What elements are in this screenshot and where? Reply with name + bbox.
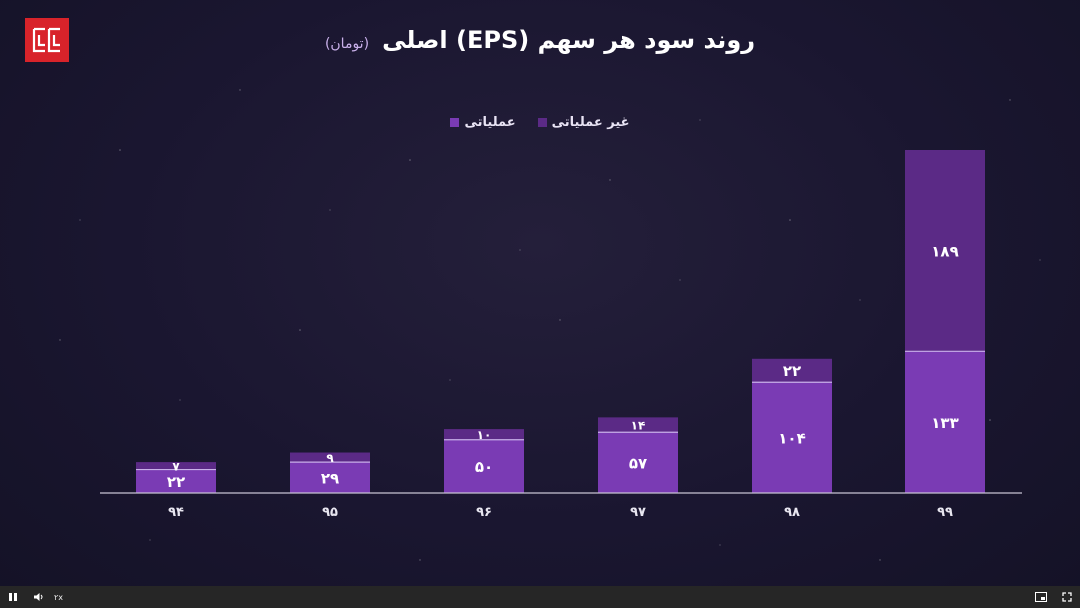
x-tick-label-3: ۹۷: [630, 505, 646, 520]
chart-legend: غیر عملیاتی عملیاتی: [0, 115, 1080, 130]
pause-button[interactable]: [0, 586, 26, 608]
bar-non-operating-2: [444, 429, 524, 440]
x-tick-label-1: ۹۵: [322, 505, 338, 520]
data-label-non-operating-0: ۷: [172, 459, 180, 473]
data-label-operating-5: ۱۳۳: [931, 414, 958, 432]
pip-icon: [1035, 592, 1047, 602]
bar-operating-4: [752, 382, 832, 493]
bar-operating-5: [905, 351, 985, 493]
data-label-non-operating-5: ۱۸۹: [931, 242, 958, 260]
data-label-non-operating-2: ۱۰: [477, 428, 492, 442]
volume-icon: [34, 593, 43, 601]
legend-item-non-operating: غیر عملیاتی: [537, 115, 630, 130]
x-tick-label-2: ۹۶: [476, 505, 492, 520]
chart-title-unit: (تومان): [324, 36, 370, 52]
bar-non-operating-4: [752, 358, 832, 383]
bar-operating-3: [598, 432, 678, 493]
logo-mark: [32, 27, 60, 53]
playback-speed[interactable]: ۲x: [54, 592, 64, 602]
fullscreen-icon: [1062, 592, 1072, 602]
bar-non-operating-1: [290, 452, 370, 463]
fullscreen-button[interactable]: [1054, 586, 1080, 608]
x-tick-label-4: ۹۸: [784, 505, 800, 520]
bar-non-operating-3: [598, 417, 678, 433]
legend-label-operating: عملیاتی: [464, 115, 516, 130]
volume-button[interactable]: [26, 586, 52, 608]
legend-label-non-operating: غیر عملیاتی: [551, 115, 630, 130]
chart-title: روند سود هر سهم (EPS) اصلی (تومان): [0, 26, 1080, 54]
bar-non-operating-0: [136, 462, 216, 470]
pip-button[interactable]: [1028, 586, 1054, 608]
chart-title-main: روند سود هر سهم (EPS) اصلی: [382, 26, 756, 54]
video-player-controls: ۲x: [0, 586, 1080, 608]
bar-operating-2: [444, 439, 524, 493]
bar-operating-1: [290, 462, 370, 493]
brand-logo: [25, 18, 69, 62]
bar-operating-0: [136, 469, 216, 493]
data-label-operating-1: ۲۹: [321, 469, 339, 487]
data-label-operating-3: ۵۷: [629, 454, 647, 472]
data-label-non-operating-1: ۹: [326, 451, 334, 465]
bar-non-operating-5: [905, 150, 985, 352]
x-tick-label-0: ۹۴: [168, 505, 184, 520]
data-label-non-operating-4: ۲۲: [783, 362, 801, 380]
legend-swatch-operating: [450, 118, 460, 127]
pause-icon: [9, 593, 17, 601]
data-label-non-operating-3: ۱۴: [631, 418, 646, 432]
legend-swatch-non-operating: [537, 118, 547, 127]
data-label-operating-0: ۲۲: [167, 473, 185, 491]
legend-item-operating: عملیاتی: [450, 115, 516, 130]
data-label-operating-4: ۱۰۴: [778, 429, 805, 447]
data-label-operating-2: ۵۰: [475, 458, 493, 476]
x-tick-label-5: ۹۹: [937, 505, 953, 520]
